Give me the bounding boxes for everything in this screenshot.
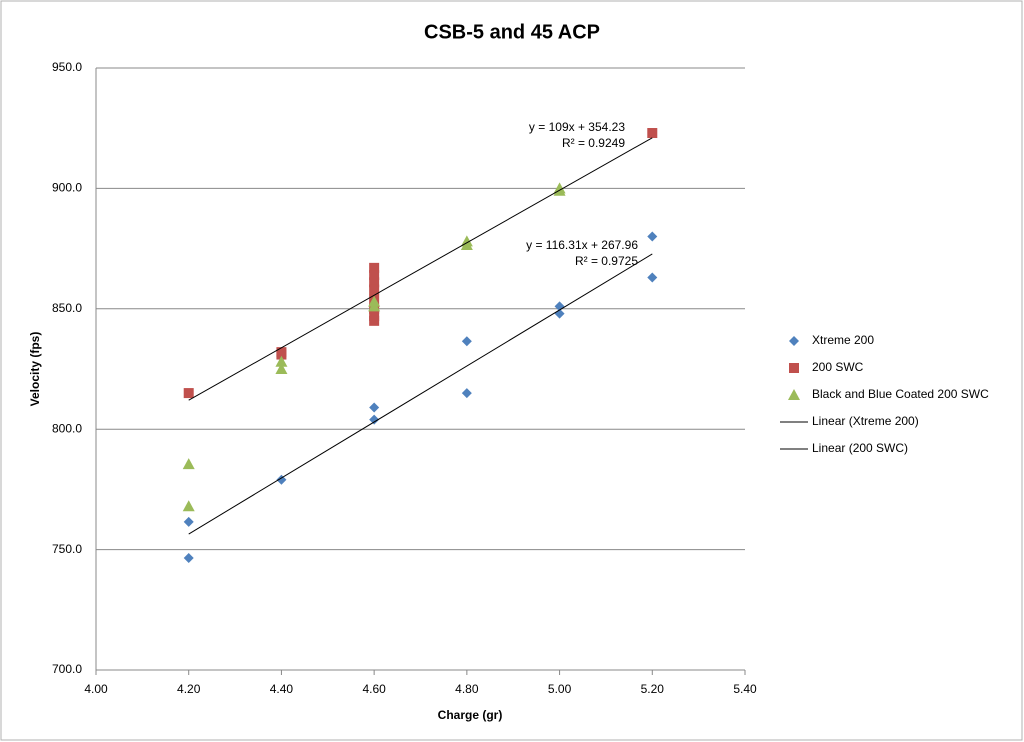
chart-title: CSB-5 and 45 ACP — [424, 21, 600, 43]
x-tick-label: 4.20 — [177, 682, 201, 696]
x-axis-title: Charge (gr) — [438, 708, 503, 722]
data-point — [369, 402, 380, 413]
data-point — [275, 363, 288, 374]
trendline-label: R² = 0.9249 — [562, 136, 625, 150]
data-point — [182, 458, 195, 470]
data-point — [369, 284, 380, 295]
trendline-label: y = 109x + 354.23 — [529, 120, 625, 134]
data-point — [461, 336, 472, 347]
y-tick-label: 700.0 — [52, 662, 82, 676]
trendline-label: R² = 0.9725 — [575, 254, 638, 268]
data-point — [647, 128, 658, 139]
data-point — [461, 388, 472, 399]
data-point — [647, 231, 658, 242]
legend-marker — [789, 363, 799, 373]
data-point — [369, 277, 380, 288]
x-tick-label: 5.20 — [641, 682, 665, 696]
y-tick-label: 950.0 — [52, 60, 82, 74]
y-tick-label: 850.0 — [52, 301, 82, 315]
data-point — [183, 516, 194, 527]
data-point — [647, 272, 658, 283]
data-point — [276, 474, 287, 485]
data-point — [369, 414, 380, 425]
trendline-label: y = 116.31x + 267.96 — [526, 238, 638, 252]
x-tick-label: 4.80 — [455, 682, 479, 696]
data-point — [460, 235, 473, 247]
data-point — [276, 349, 287, 360]
x-tick-label: 5.40 — [733, 682, 757, 696]
trendline — [188, 137, 653, 401]
data-point — [369, 262, 380, 273]
legend-label: 200 SWC — [812, 360, 864, 374]
legend-label: Linear (200 SWC) — [812, 441, 908, 455]
x-tick-label: 5.00 — [548, 682, 572, 696]
y-tick-label: 900.0 — [52, 181, 82, 195]
x-tick-label: 4.60 — [362, 682, 386, 696]
legend-marker — [788, 389, 800, 400]
trendline — [188, 253, 653, 535]
data-point — [369, 315, 380, 326]
y-axis-title: Velocity (fps) — [28, 332, 42, 407]
x-tick-label: 4.00 — [84, 682, 108, 696]
data-point — [553, 182, 566, 194]
data-point — [275, 355, 288, 367]
data-point — [368, 295, 381, 307]
legend-label: Black and Blue Coated 200 SWC — [812, 387, 989, 401]
data-point — [182, 500, 195, 512]
y-tick-label: 800.0 — [52, 421, 82, 435]
data-point — [183, 553, 194, 564]
data-point — [369, 270, 380, 281]
x-tick-label: 4.40 — [270, 682, 294, 696]
legend-label: Xtreme 200 — [812, 333, 874, 347]
data-point — [183, 388, 194, 399]
legend-marker — [789, 336, 799, 346]
y-tick-label: 750.0 — [52, 542, 82, 556]
legend-label: Linear (Xtreme 200) — [812, 414, 919, 428]
